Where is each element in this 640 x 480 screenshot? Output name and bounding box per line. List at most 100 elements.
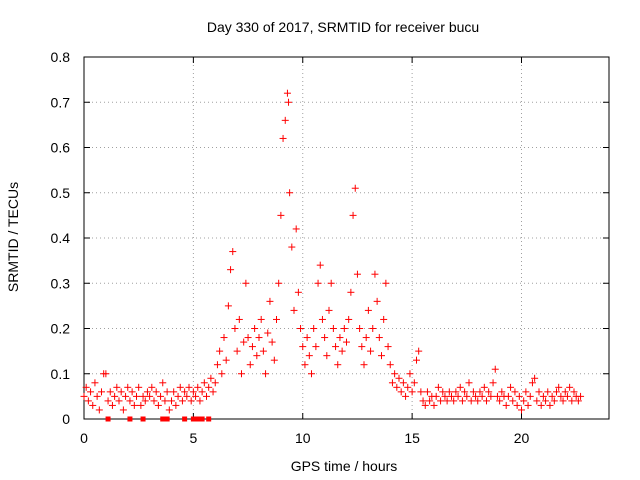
data-point xyxy=(137,401,145,409)
data-point xyxy=(308,370,315,378)
data-point xyxy=(292,225,300,233)
data-point xyxy=(266,297,274,305)
data-point xyxy=(213,361,221,369)
data-point xyxy=(106,388,114,396)
data-point xyxy=(329,325,337,332)
data-point xyxy=(285,98,293,106)
data-point xyxy=(321,334,329,342)
data-point xyxy=(104,397,112,405)
data-point xyxy=(526,392,534,400)
data-point xyxy=(483,397,490,405)
data-point xyxy=(345,315,353,323)
data-point xyxy=(406,370,414,378)
data-point xyxy=(108,401,116,409)
data-point xyxy=(238,370,245,378)
data-point xyxy=(273,315,280,323)
data-point xyxy=(165,406,173,414)
data-point xyxy=(102,370,110,378)
data-point xyxy=(413,356,420,364)
data-point xyxy=(87,388,95,396)
data-point xyxy=(434,383,442,391)
data-point xyxy=(93,392,101,400)
data-point xyxy=(531,374,539,382)
data-point xyxy=(170,388,178,396)
data-point xyxy=(454,392,462,400)
data-point xyxy=(95,406,103,414)
data-point xyxy=(522,388,530,396)
data-point xyxy=(568,397,576,405)
data-point xyxy=(199,416,205,422)
data-point xyxy=(474,397,482,405)
data-point xyxy=(187,397,195,405)
data-point xyxy=(127,416,133,422)
data-point xyxy=(417,388,425,396)
data-point xyxy=(139,392,147,400)
data-point xyxy=(82,383,90,391)
data-point xyxy=(262,370,270,378)
chart-title: Day 330 of 2017, SRMTID for receiver buc… xyxy=(207,19,479,35)
data-point xyxy=(476,388,484,396)
data-point xyxy=(209,388,217,396)
data-point xyxy=(207,374,215,382)
data-point xyxy=(195,416,201,422)
data-point xyxy=(369,325,377,332)
data-point xyxy=(340,325,348,332)
data-point xyxy=(356,325,364,332)
data-point xyxy=(498,388,506,396)
data-point xyxy=(378,352,385,360)
data-point xyxy=(305,352,313,360)
data-point xyxy=(404,383,412,391)
data-point xyxy=(251,325,259,332)
data-point xyxy=(465,379,473,387)
data-point xyxy=(496,397,504,405)
data-point xyxy=(553,388,560,396)
data-point xyxy=(485,388,493,396)
data-point xyxy=(224,302,232,310)
data-point xyxy=(353,270,361,278)
data-point xyxy=(290,306,298,314)
data-point xyxy=(563,392,571,400)
data-point xyxy=(181,388,189,396)
data-point xyxy=(314,279,322,287)
data-point xyxy=(415,347,423,355)
data-points xyxy=(80,89,585,422)
data-point xyxy=(502,401,510,409)
y-tick-label: 0.5 xyxy=(51,185,71,201)
data-point xyxy=(277,211,285,219)
data-point xyxy=(286,189,294,197)
data-point xyxy=(371,270,379,278)
data-point xyxy=(380,315,388,323)
data-point xyxy=(220,334,228,342)
data-point xyxy=(577,392,585,400)
data-point xyxy=(467,397,475,405)
data-point xyxy=(338,347,346,355)
data-point xyxy=(253,352,261,360)
data-point xyxy=(402,392,410,400)
data-point xyxy=(386,361,394,369)
data-point xyxy=(557,392,565,400)
data-point xyxy=(480,383,488,391)
data-point xyxy=(343,338,350,346)
data-point xyxy=(388,379,396,387)
data-point xyxy=(537,401,545,409)
data-point xyxy=(458,397,466,405)
data-point xyxy=(452,388,460,396)
data-point xyxy=(297,325,305,332)
data-point xyxy=(430,401,438,409)
data-point xyxy=(218,370,226,378)
data-point xyxy=(200,379,208,387)
data-point xyxy=(441,392,449,400)
data-point xyxy=(546,401,554,409)
y-tick-label: 0.1 xyxy=(51,366,71,382)
data-point xyxy=(160,416,166,422)
data-point xyxy=(140,416,146,422)
data-point xyxy=(539,392,547,400)
data-point xyxy=(419,397,427,405)
data-point xyxy=(570,388,578,396)
data-point xyxy=(117,388,125,396)
data-point xyxy=(233,347,241,355)
data-point xyxy=(347,288,355,296)
data-point xyxy=(399,379,407,387)
data-point xyxy=(544,388,552,396)
